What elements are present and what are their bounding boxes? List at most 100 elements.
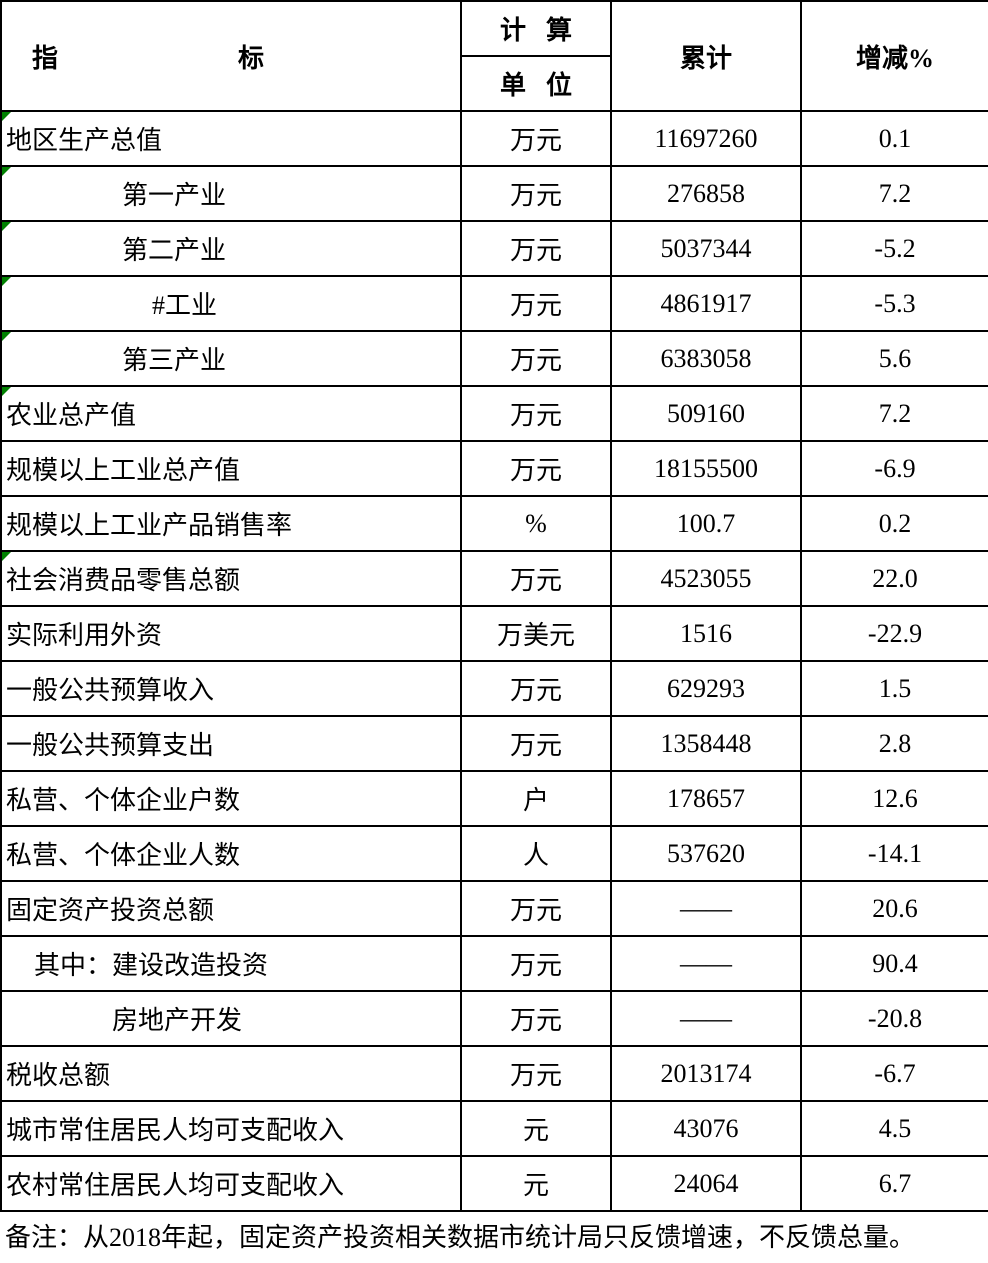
table-row: 第二产业万元5037344-5.2	[1, 221, 988, 276]
header-indicator: 指标	[1, 1, 461, 111]
cell-change: 90.4	[801, 936, 988, 991]
cell-cumulative: 509160	[611, 386, 801, 441]
table-row: 一般公共预算收入万元6292931.5	[1, 661, 988, 716]
cell-indicator: 其中：建设改造投资	[1, 936, 461, 991]
cell-indicator: 地区生产总值	[1, 111, 461, 166]
cell-cumulative: 1516	[611, 606, 801, 661]
cell-change: 5.6	[801, 331, 988, 386]
cell-change: -5.2	[801, 221, 988, 276]
table-row: 规模以上工业总产值万元18155500-6.9	[1, 441, 988, 496]
cell-cumulative: 537620	[611, 826, 801, 881]
cell-unit: 万元	[461, 991, 611, 1046]
cell-cumulative: 6383058	[611, 331, 801, 386]
table-row: 私营、个体企业人数人537620-14.1	[1, 826, 988, 881]
header-unit-line2: 单位	[461, 56, 611, 111]
cell-unit: 万元	[461, 881, 611, 936]
cell-indicator: 固定资产投资总额	[1, 881, 461, 936]
cell-cumulative: 100.7	[611, 496, 801, 551]
table-row: 社会消费品零售总额万元452305522.0	[1, 551, 988, 606]
table-row: 税收总额万元2013174-6.7	[1, 1046, 988, 1101]
cell-indicator: 税收总额	[1, 1046, 461, 1101]
cell-change: -6.7	[801, 1046, 988, 1101]
cell-change: 0.2	[801, 496, 988, 551]
cell-cumulative: 178657	[611, 771, 801, 826]
cell-indicator: 实际利用外资	[1, 606, 461, 661]
cell-indicator: #工业	[1, 276, 461, 331]
cell-change: 20.6	[801, 881, 988, 936]
header-unit-line1: 计算	[461, 1, 611, 56]
cell-change: 4.5	[801, 1101, 988, 1156]
cell-change: -14.1	[801, 826, 988, 881]
cell-change: 6.7	[801, 1156, 988, 1211]
table-row: 农业总产值万元5091607.2	[1, 386, 988, 441]
cell-change: 7.2	[801, 386, 988, 441]
cell-change: 7.2	[801, 166, 988, 221]
cell-indicator: 农村常住居民人均可支配收入	[1, 1156, 461, 1211]
cell-unit: 万元	[461, 661, 611, 716]
cell-indicator: 第三产业	[1, 331, 461, 386]
note-row: 备注：从2018年起，固定资产投资相关数据市统计局只反馈增速，不反馈总量。	[1, 1211, 988, 1263]
table-row: 第三产业万元63830585.6	[1, 331, 988, 386]
cell-unit: 万元	[461, 386, 611, 441]
cell-cumulative: 1358448	[611, 716, 801, 771]
table-row: 其中：建设改造投资万元——90.4	[1, 936, 988, 991]
table-row: 私营、个体企业户数户17865712.6	[1, 771, 988, 826]
cell-cumulative: 276858	[611, 166, 801, 221]
cell-cumulative: 2013174	[611, 1046, 801, 1101]
table-row: 固定资产投资总额万元——20.6	[1, 881, 988, 936]
cell-indicator: 第二产业	[1, 221, 461, 276]
cell-indicator: 规模以上工业产品销售率	[1, 496, 461, 551]
table-body: 地区生产总值万元116972600.1第一产业万元2768587.2第二产业万元…	[1, 111, 988, 1263]
cell-indicator: 社会消费品零售总额	[1, 551, 461, 606]
cell-unit: 万元	[461, 551, 611, 606]
table-row: 第一产业万元2768587.2	[1, 166, 988, 221]
cell-unit: 万美元	[461, 606, 611, 661]
table-row: 规模以上工业产品销售率%100.70.2	[1, 496, 988, 551]
statistics-table: 指标 计算 累计 增减% 单位 地区生产总值万元116972600.1第一产业万…	[0, 0, 988, 1263]
cell-change: 22.0	[801, 551, 988, 606]
table-row: 地区生产总值万元116972600.1	[1, 111, 988, 166]
cell-indicator: 一般公共预算支出	[1, 716, 461, 771]
note-text: 备注：从2018年起，固定资产投资相关数据市统计局只反馈增速，不反馈总量。	[1, 1211, 988, 1263]
cell-indicator: 城市常住居民人均可支配收入	[1, 1101, 461, 1156]
cell-unit: 元	[461, 1101, 611, 1156]
cell-indicator: 农业总产值	[1, 386, 461, 441]
table-row: 一般公共预算支出万元13584482.8	[1, 716, 988, 771]
cell-unit: 万元	[461, 331, 611, 386]
cell-unit: 万元	[461, 221, 611, 276]
cell-unit: 万元	[461, 276, 611, 331]
cell-cumulative: 4523055	[611, 551, 801, 606]
table-header: 指标 计算 累计 增减% 单位	[1, 1, 988, 111]
cell-indicator: 规模以上工业总产值	[1, 441, 461, 496]
cell-cumulative: 43076	[611, 1101, 801, 1156]
cell-unit: 元	[461, 1156, 611, 1211]
cell-change: 2.8	[801, 716, 988, 771]
table-row: 农村常住居民人均可支配收入元240646.7	[1, 1156, 988, 1211]
cell-indicator: 私营、个体企业户数	[1, 771, 461, 826]
table-row: 实际利用外资万美元1516-22.9	[1, 606, 988, 661]
table-row: #工业万元4861917-5.3	[1, 276, 988, 331]
cell-change: -20.8	[801, 991, 988, 1046]
cell-cumulative: 629293	[611, 661, 801, 716]
cell-unit: 万元	[461, 716, 611, 771]
cell-unit: 万元	[461, 936, 611, 991]
cell-unit: 万元	[461, 111, 611, 166]
cell-change: 0.1	[801, 111, 988, 166]
cell-unit: 万元	[461, 441, 611, 496]
cell-unit: 万元	[461, 166, 611, 221]
cell-unit: %	[461, 496, 611, 551]
cell-change: 1.5	[801, 661, 988, 716]
cell-cumulative: 11697260	[611, 111, 801, 166]
cell-cumulative: ——	[611, 881, 801, 936]
cell-unit: 人	[461, 826, 611, 881]
cell-cumulative: ——	[611, 991, 801, 1046]
header-cumulative: 累计	[611, 1, 801, 111]
table-row: 房地产开发万元——-20.8	[1, 991, 988, 1046]
cell-cumulative: 5037344	[611, 221, 801, 276]
cell-indicator: 一般公共预算收入	[1, 661, 461, 716]
cell-change: -6.9	[801, 441, 988, 496]
header-change: 增减%	[801, 1, 988, 111]
cell-change: -22.9	[801, 606, 988, 661]
table-row: 城市常住居民人均可支配收入元430764.5	[1, 1101, 988, 1156]
cell-cumulative: 18155500	[611, 441, 801, 496]
